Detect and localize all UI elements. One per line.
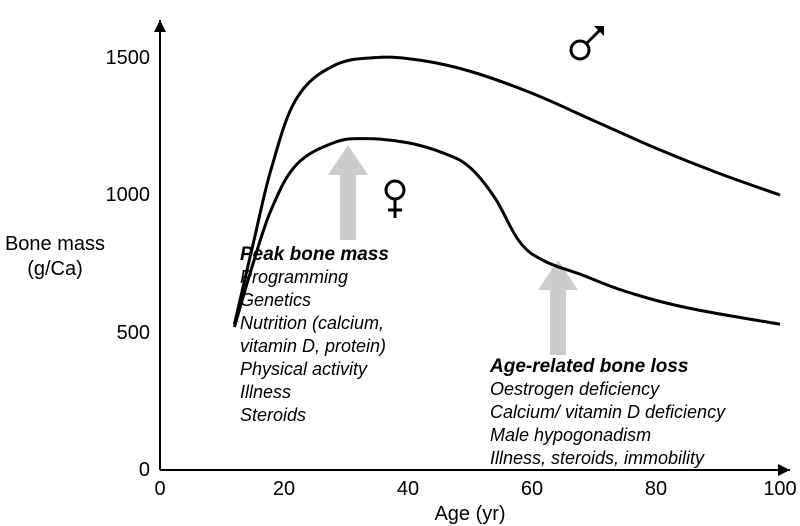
y-tick-1000: 1000 <box>106 184 151 206</box>
y-tick-500: 500 <box>117 322 150 344</box>
x-axis-title: Age (yr) <box>434 503 505 525</box>
peak-line-4: Physical activity <box>240 359 368 379</box>
x-tick-60: 60 <box>521 478 543 500</box>
y-axis-title-1: Bone mass <box>5 233 105 255</box>
peak-line-1: Genetics <box>240 290 311 310</box>
x-tick-40: 40 <box>397 478 419 500</box>
x-tick-100: 100 <box>763 478 796 500</box>
x-tick-0: 0 <box>154 478 165 500</box>
peak-line-2: Nutrition (calcium, <box>240 313 384 333</box>
y-tick-1500: 1500 <box>106 47 151 69</box>
loss-line-1: Calcium/ vitamin D deficiency <box>490 402 726 422</box>
bone-mass-chart: { "chart": { "type": "line", "width_px":… <box>0 0 800 526</box>
chart-svg: 0 500 1000 1500 0 20 40 60 80 100 Age (y… <box>0 0 800 526</box>
loss-line-3: Illness, steroids, immobility <box>490 448 705 468</box>
peak-line-3: vitamin D, protein) <box>240 336 386 356</box>
x-tick-20: 20 <box>273 478 295 500</box>
loss-line-0: Oestrogen deficiency <box>490 379 660 399</box>
male-symbol-icon <box>571 26 604 59</box>
female-symbol-icon <box>386 181 404 218</box>
peak-arrow <box>328 145 368 240</box>
y-tick-0: 0 <box>139 459 150 481</box>
loss-arrow <box>538 260 578 355</box>
peak-line-5: Illness <box>240 382 291 402</box>
y-axis-title-2: (g/Ca) <box>27 258 83 280</box>
peak-line-0: Programming <box>240 267 348 287</box>
x-tick-80: 80 <box>645 478 667 500</box>
peak-heading: Peak bone mass <box>240 244 389 265</box>
loss-line-2: Male hypogonadism <box>490 425 651 445</box>
loss-heading: Age-related bone loss <box>489 356 689 377</box>
peak-line-6: Steroids <box>240 405 306 425</box>
